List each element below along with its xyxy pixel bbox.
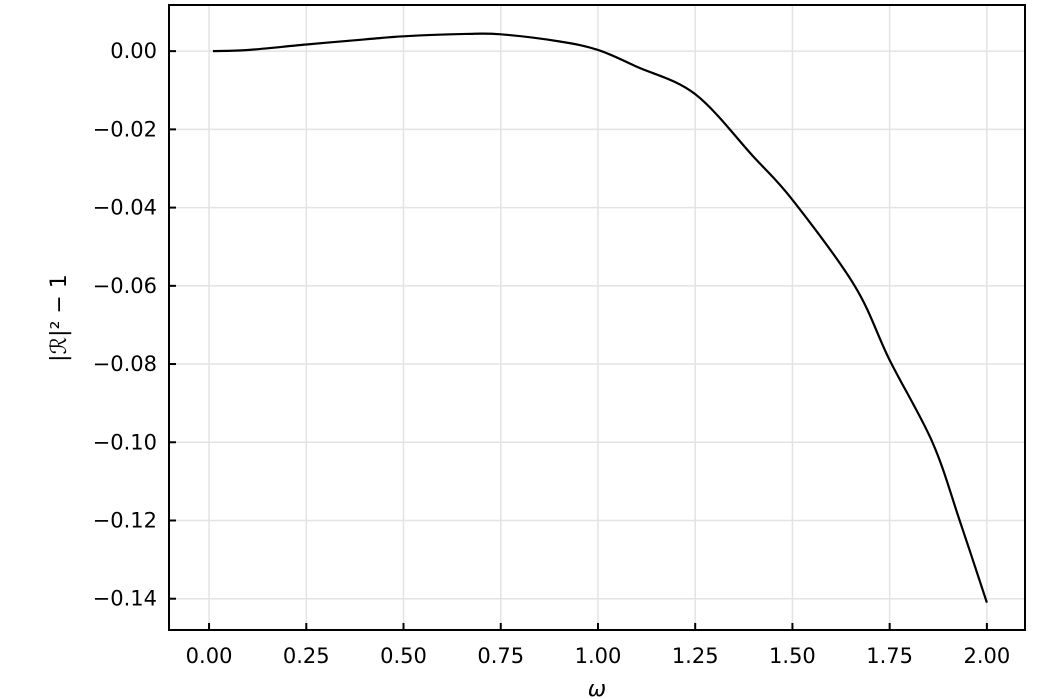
y-tick-label: −0.08 — [93, 352, 157, 376]
x-tick-label: 1.75 — [866, 644, 913, 668]
x-axis-label: ω — [588, 677, 606, 699]
x-tick-label: 2.00 — [964, 644, 1011, 668]
data-line — [212, 32, 988, 603]
x-tick-label: 0.25 — [283, 644, 330, 668]
x-tick-label: 0.75 — [477, 644, 524, 668]
x-tick-label: 1.00 — [575, 644, 622, 668]
y-tick-label: −0.14 — [93, 587, 157, 611]
x-tick-label: 1.25 — [672, 644, 719, 668]
y-axis-label: |ℛ|² − 1 — [47, 274, 72, 362]
x-tick-label: 0.50 — [380, 644, 427, 668]
y-tick-label: −0.06 — [93, 274, 157, 298]
y-tick-label: 0.00 — [110, 39, 157, 63]
plot-frame — [168, 4, 1026, 631]
y-tick-label: −0.12 — [93, 508, 157, 532]
y-tick-label: −0.02 — [93, 117, 157, 141]
ticks: 0.00 0.25 0.50 0.75 1.00 1.25 1.50 1.75 2.00 0.00… — [93, 39, 1011, 668]
x-tick-label: 0.00 — [186, 644, 233, 668]
grid — [169, 5, 1025, 630]
series-layer — [212, 32, 988, 603]
x-tick-label: 1.50 — [769, 644, 816, 668]
y-tick-label: −0.10 — [93, 430, 157, 454]
y-tick-label: −0.04 — [93, 196, 157, 220]
